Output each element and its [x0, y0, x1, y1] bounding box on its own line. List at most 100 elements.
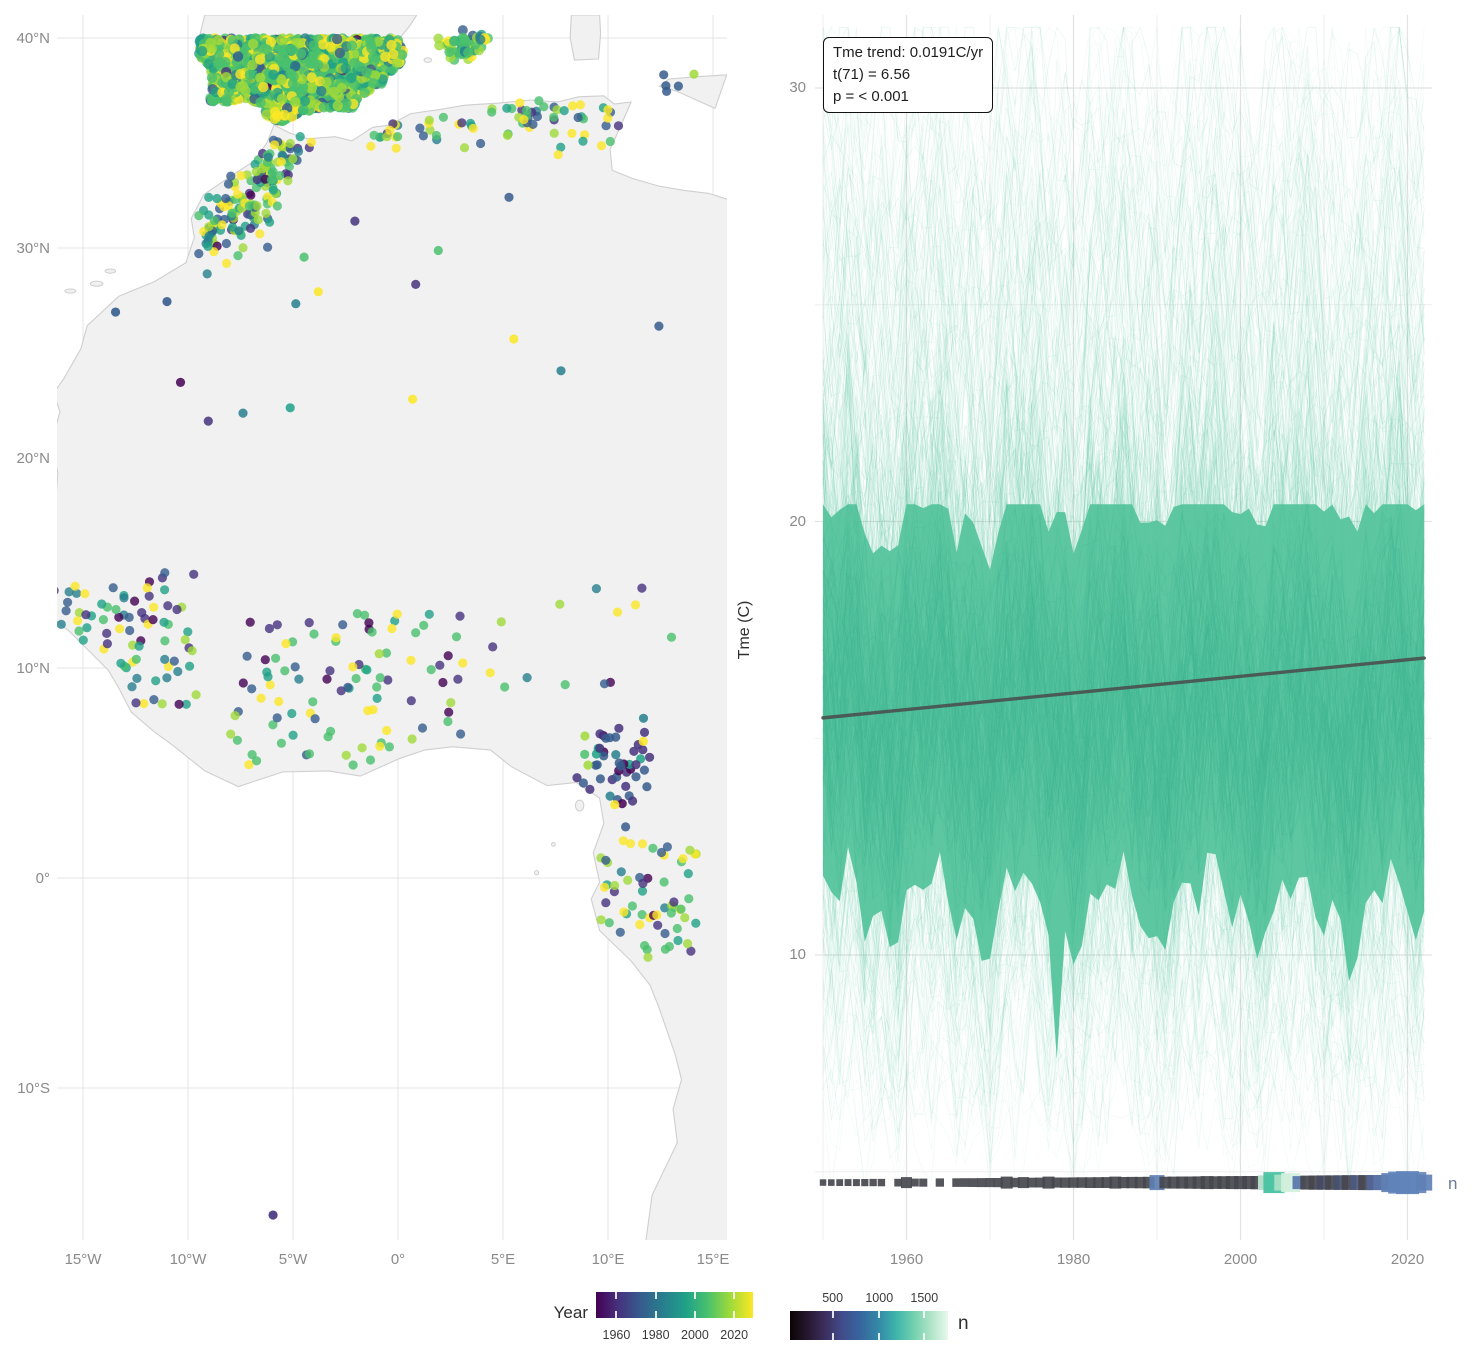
- station-point: [522, 105, 532, 116]
- station-point: [275, 34, 287, 46]
- station-point: [549, 112, 559, 122]
- n-strip-square: [852, 1179, 860, 1187]
- station-series-line: [822, 234, 1425, 504]
- station-series-line: [822, 651, 1425, 894]
- station-point: [559, 106, 569, 116]
- station-series-line: [822, 644, 1425, 819]
- station-point: [247, 38, 259, 50]
- station-point: [601, 121, 611, 131]
- station-point: [119, 593, 129, 603]
- station-point: [172, 604, 182, 615]
- station-series-line: [822, 499, 1425, 737]
- station-point: [290, 662, 300, 672]
- station-point: [191, 690, 201, 700]
- station-point: [362, 665, 372, 675]
- station-point: [328, 86, 339, 98]
- station-series-line: [822, 832, 1425, 1150]
- station-series-line: [822, 163, 1425, 488]
- station-point: [255, 229, 265, 239]
- station-point: [375, 673, 385, 683]
- legend-tick-mark: [923, 1333, 926, 1340]
- station-point: [160, 585, 170, 595]
- station-point: [219, 202, 229, 212]
- station-series-line: [822, 198, 1425, 445]
- station-point: [253, 215, 263, 225]
- station-series-line: [822, 956, 1425, 1190]
- station-point: [263, 152, 273, 162]
- station-point: [691, 918, 701, 928]
- station-series-line: [822, 499, 1425, 740]
- station-series-line: [822, 26, 1425, 265]
- station-series-line: [822, 884, 1425, 1144]
- n-strip-square: [919, 1178, 928, 1187]
- station-point: [281, 639, 291, 649]
- station-point: [617, 799, 627, 809]
- station-point: [288, 71, 299, 82]
- station-point: [194, 249, 204, 259]
- station-point: [603, 105, 613, 115]
- station-point: [425, 125, 435, 135]
- station-point: [660, 928, 670, 939]
- station-series-line: [822, 209, 1425, 570]
- map-x-tick-label: 15°W: [64, 1251, 102, 1268]
- station-point: [515, 98, 525, 108]
- station-series-line: [822, 595, 1425, 903]
- station-point: [648, 843, 658, 853]
- station-series-line: [822, 245, 1425, 529]
- station-point: [685, 845, 695, 855]
- station-point: [159, 617, 169, 627]
- n-strip-square: [1159, 1176, 1172, 1189]
- map-y-tick-label: 10°N: [16, 660, 50, 677]
- station-point: [604, 918, 614, 928]
- station-point: [673, 935, 683, 946]
- station-point: [623, 875, 633, 885]
- station-point: [187, 646, 197, 656]
- station-point: [500, 682, 510, 692]
- station-point: [689, 69, 699, 79]
- station-series-line: [822, 531, 1425, 759]
- station-point: [285, 138, 295, 149]
- ts-y-tick-label: 10: [789, 946, 806, 963]
- station-point: [268, 69, 279, 80]
- station-series-line: [822, 614, 1425, 854]
- station-point: [435, 660, 445, 670]
- station-series-line: [822, 560, 1425, 767]
- year-legend-tick-label: 2020: [720, 1328, 749, 1342]
- station-point: [238, 678, 248, 688]
- station-series-line: [822, 644, 1425, 948]
- station-series-line: [822, 87, 1425, 379]
- station-point: [683, 869, 693, 879]
- station-point: [325, 666, 335, 676]
- station-series-line: [822, 930, 1425, 1179]
- station-series-line: [822, 650, 1425, 1073]
- legend-tick-mark: [615, 1311, 618, 1318]
- station-series-line: [822, 623, 1425, 821]
- station-series-line: [822, 646, 1425, 852]
- station-point: [203, 416, 213, 426]
- legend-tick-mark: [654, 1311, 657, 1318]
- station-point: [288, 154, 298, 164]
- station-series-line: [822, 546, 1425, 865]
- station-point: [612, 607, 623, 617]
- station-point: [575, 100, 586, 110]
- station-series-line: [822, 600, 1425, 854]
- station-point: [366, 141, 376, 151]
- station-point: [573, 112, 583, 123]
- station-point: [181, 699, 191, 709]
- station-series-line: [822, 203, 1425, 478]
- n-strip-square: [877, 1178, 886, 1187]
- station-series-line: [822, 27, 1425, 259]
- station-series-line: [822, 503, 1425, 731]
- station-series-line: [822, 589, 1425, 777]
- station-series-line: [822, 239, 1425, 538]
- legend-tick-mark: [693, 1311, 696, 1318]
- station-point: [260, 655, 270, 665]
- station-series-line: [822, 664, 1425, 858]
- station-point: [247, 59, 258, 71]
- station-series-line: [822, 171, 1425, 478]
- n-strip-square: [1076, 1177, 1088, 1188]
- station-series-line: [822, 26, 1425, 270]
- station-series-line: [822, 323, 1425, 626]
- station-point: [322, 674, 332, 684]
- station-point: [291, 299, 301, 309]
